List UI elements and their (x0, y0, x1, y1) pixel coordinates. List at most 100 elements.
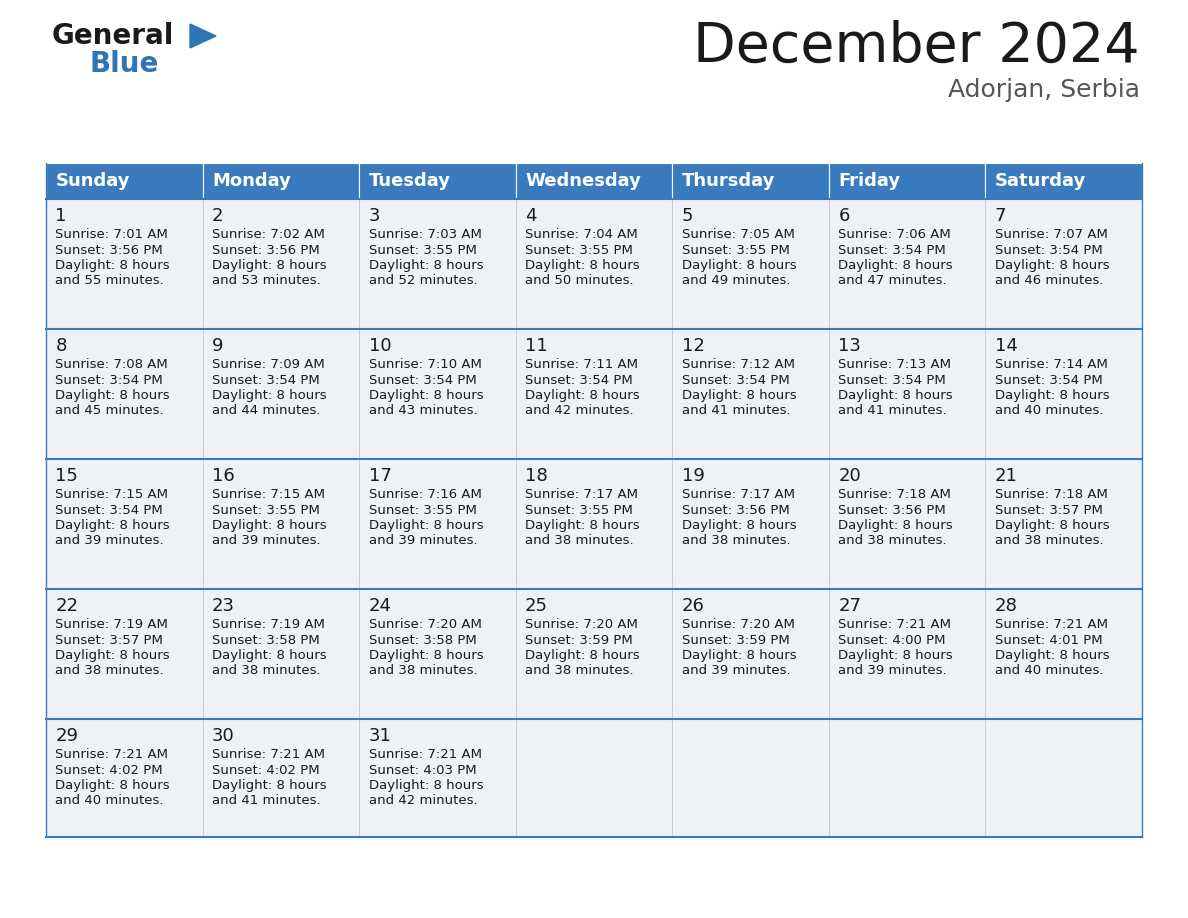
Text: 1: 1 (56, 207, 67, 225)
Text: December 2024: December 2024 (694, 20, 1140, 74)
Text: 21: 21 (994, 467, 1018, 485)
Text: 24: 24 (368, 597, 392, 615)
Text: Sunrise: 7:09 AM: Sunrise: 7:09 AM (211, 358, 324, 371)
Text: Daylight: 8 hours: Daylight: 8 hours (56, 389, 170, 402)
Text: Daylight: 8 hours: Daylight: 8 hours (682, 259, 796, 272)
Bar (516, 459, 672, 589)
Bar (203, 589, 359, 719)
Text: Daylight: 8 hours: Daylight: 8 hours (525, 389, 639, 402)
Text: Sunrise: 7:11 AM: Sunrise: 7:11 AM (525, 358, 638, 371)
Bar (516, 329, 672, 459)
Text: 30: 30 (211, 727, 235, 745)
Text: Sunset: 3:58 PM: Sunset: 3:58 PM (211, 633, 320, 646)
Text: Sunset: 3:54 PM: Sunset: 3:54 PM (56, 503, 163, 517)
Text: and 44 minutes.: and 44 minutes. (211, 405, 321, 418)
Text: 12: 12 (682, 337, 704, 355)
Bar (359, 163, 516, 199)
Text: Daylight: 8 hours: Daylight: 8 hours (56, 649, 170, 662)
Text: and 39 minutes.: and 39 minutes. (368, 534, 478, 547)
Text: Daylight: 8 hours: Daylight: 8 hours (839, 519, 953, 532)
Bar (359, 199, 516, 329)
Text: Daylight: 8 hours: Daylight: 8 hours (211, 259, 327, 272)
Text: Sunset: 3:56 PM: Sunset: 3:56 PM (56, 243, 163, 256)
Text: 13: 13 (839, 337, 861, 355)
Text: 31: 31 (368, 727, 391, 745)
Text: Tuesday: Tuesday (368, 172, 450, 190)
Text: and 52 minutes.: and 52 minutes. (368, 274, 478, 287)
Text: 14: 14 (994, 337, 1018, 355)
Bar (829, 199, 985, 329)
Text: Sunrise: 7:12 AM: Sunrise: 7:12 AM (682, 358, 795, 371)
Text: Daylight: 8 hours: Daylight: 8 hours (368, 649, 484, 662)
Text: and 38 minutes.: and 38 minutes. (839, 534, 947, 547)
Text: Sunrise: 7:19 AM: Sunrise: 7:19 AM (56, 618, 169, 631)
Text: Daylight: 8 hours: Daylight: 8 hours (211, 649, 327, 662)
Text: and 46 minutes.: and 46 minutes. (994, 274, 1104, 287)
Text: and 50 minutes.: and 50 minutes. (525, 274, 633, 287)
Bar (672, 329, 829, 459)
Text: 4: 4 (525, 207, 537, 225)
Bar (985, 719, 1142, 837)
Text: Sunrise: 7:21 AM: Sunrise: 7:21 AM (56, 748, 169, 761)
Polygon shape (190, 24, 216, 48)
Text: Sunrise: 7:20 AM: Sunrise: 7:20 AM (682, 618, 795, 631)
Text: Sunrise: 7:01 AM: Sunrise: 7:01 AM (56, 228, 169, 241)
Text: Daylight: 8 hours: Daylight: 8 hours (839, 649, 953, 662)
Text: Sunset: 3:54 PM: Sunset: 3:54 PM (211, 374, 320, 386)
Text: Daylight: 8 hours: Daylight: 8 hours (368, 779, 484, 792)
Text: Daylight: 8 hours: Daylight: 8 hours (368, 389, 484, 402)
Text: and 40 minutes.: and 40 minutes. (56, 794, 164, 808)
Bar (203, 199, 359, 329)
Text: Blue: Blue (90, 50, 159, 78)
Text: Sunrise: 7:10 AM: Sunrise: 7:10 AM (368, 358, 481, 371)
Bar (359, 719, 516, 837)
Text: 17: 17 (368, 467, 391, 485)
Bar (672, 199, 829, 329)
Text: and 41 minutes.: and 41 minutes. (682, 405, 790, 418)
Text: Sunrise: 7:21 AM: Sunrise: 7:21 AM (994, 618, 1108, 631)
Text: Sunset: 3:55 PM: Sunset: 3:55 PM (682, 243, 790, 256)
Text: and 40 minutes.: and 40 minutes. (994, 665, 1104, 677)
Text: General: General (52, 22, 175, 50)
Text: Sunrise: 7:19 AM: Sunrise: 7:19 AM (211, 618, 324, 631)
Bar (985, 163, 1142, 199)
Text: Sunrise: 7:18 AM: Sunrise: 7:18 AM (839, 488, 952, 501)
Text: Daylight: 8 hours: Daylight: 8 hours (368, 259, 484, 272)
Text: Sunset: 3:55 PM: Sunset: 3:55 PM (525, 503, 633, 517)
Bar (516, 163, 672, 199)
Bar (203, 163, 359, 199)
Text: and 39 minutes.: and 39 minutes. (211, 534, 321, 547)
Bar (985, 459, 1142, 589)
Text: 15: 15 (56, 467, 78, 485)
Bar (672, 589, 829, 719)
Bar (46, 589, 203, 719)
Text: and 41 minutes.: and 41 minutes. (211, 794, 321, 808)
Bar (672, 719, 829, 837)
Text: 8: 8 (56, 337, 67, 355)
Bar (672, 163, 829, 199)
Text: 18: 18 (525, 467, 548, 485)
Text: Sunrise: 7:18 AM: Sunrise: 7:18 AM (994, 488, 1107, 501)
Bar (46, 199, 203, 329)
Bar (46, 329, 203, 459)
Text: Daylight: 8 hours: Daylight: 8 hours (994, 389, 1110, 402)
Text: and 49 minutes.: and 49 minutes. (682, 274, 790, 287)
Text: Daylight: 8 hours: Daylight: 8 hours (56, 519, 170, 532)
Text: Sunrise: 7:14 AM: Sunrise: 7:14 AM (994, 358, 1107, 371)
Text: and 39 minutes.: and 39 minutes. (56, 534, 164, 547)
Text: Monday: Monday (211, 172, 291, 190)
Text: 10: 10 (368, 337, 391, 355)
Text: Daylight: 8 hours: Daylight: 8 hours (56, 259, 170, 272)
Text: 9: 9 (211, 337, 223, 355)
Text: Sunset: 3:55 PM: Sunset: 3:55 PM (211, 503, 320, 517)
Text: Sunset: 4:02 PM: Sunset: 4:02 PM (211, 764, 320, 777)
Text: Sunrise: 7:15 AM: Sunrise: 7:15 AM (211, 488, 326, 501)
Text: Sunset: 3:58 PM: Sunset: 3:58 PM (368, 633, 476, 646)
Bar (359, 459, 516, 589)
Text: Sunrise: 7:08 AM: Sunrise: 7:08 AM (56, 358, 169, 371)
Text: 19: 19 (682, 467, 704, 485)
Text: and 45 minutes.: and 45 minutes. (56, 405, 164, 418)
Text: 5: 5 (682, 207, 693, 225)
Bar (829, 719, 985, 837)
Text: and 40 minutes.: and 40 minutes. (994, 405, 1104, 418)
